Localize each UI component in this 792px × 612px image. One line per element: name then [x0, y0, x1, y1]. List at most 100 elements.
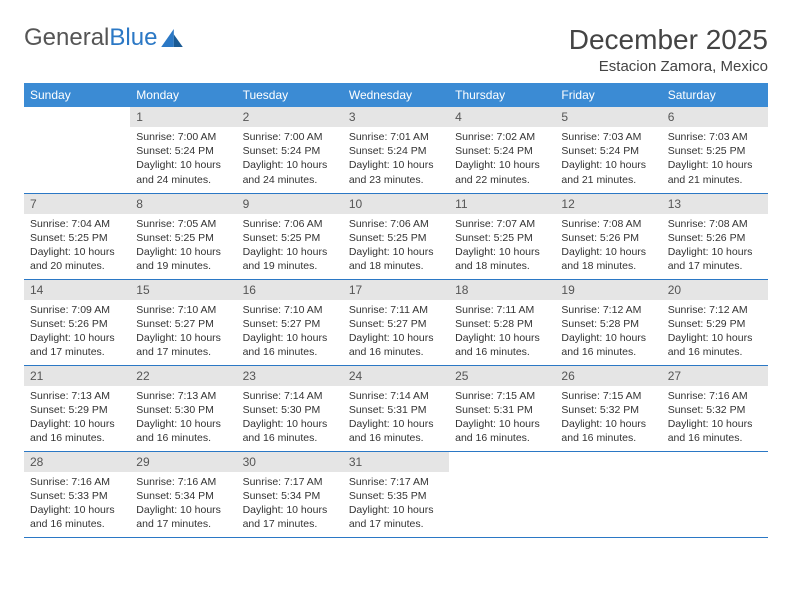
page-subtitle: Estacion Zamora, Mexico: [569, 58, 768, 75]
day-number: 10: [343, 194, 449, 214]
day-number: 27: [662, 366, 768, 386]
calendar-cell: 3Sunrise: 7:01 AMSunset: 5:24 PMDaylight…: [343, 107, 449, 193]
day-number: 19: [555, 280, 661, 300]
calendar-header-cell: Sunday: [24, 83, 130, 107]
calendar-cell: 22Sunrise: 7:13 AMSunset: 5:30 PMDayligh…: [130, 365, 236, 451]
calendar-cell: 7Sunrise: 7:04 AMSunset: 5:25 PMDaylight…: [24, 193, 130, 279]
calendar-header-cell: Friday: [555, 83, 661, 107]
calendar-cell: 23Sunrise: 7:14 AMSunset: 5:30 PMDayligh…: [237, 365, 343, 451]
page-title: December 2025: [569, 24, 768, 56]
calendar-cell: 18Sunrise: 7:11 AMSunset: 5:28 PMDayligh…: [449, 279, 555, 365]
calendar-cell: 8Sunrise: 7:05 AMSunset: 5:25 PMDaylight…: [130, 193, 236, 279]
day-details: Sunrise: 7:14 AMSunset: 5:30 PMDaylight:…: [237, 386, 343, 450]
calendar-header-cell: Saturday: [662, 83, 768, 107]
day-details: Sunrise: 7:04 AMSunset: 5:25 PMDaylight:…: [24, 214, 130, 278]
calendar-cell: 27Sunrise: 7:16 AMSunset: 5:32 PMDayligh…: [662, 365, 768, 451]
calendar-cell: 11Sunrise: 7:07 AMSunset: 5:25 PMDayligh…: [449, 193, 555, 279]
calendar-cell: 20Sunrise: 7:12 AMSunset: 5:29 PMDayligh…: [662, 279, 768, 365]
day-details: Sunrise: 7:16 AMSunset: 5:34 PMDaylight:…: [130, 472, 236, 536]
day-details: Sunrise: 7:03 AMSunset: 5:25 PMDaylight:…: [662, 127, 768, 191]
calendar-cell: 21Sunrise: 7:13 AMSunset: 5:29 PMDayligh…: [24, 365, 130, 451]
calendar-cell: 13Sunrise: 7:08 AMSunset: 5:26 PMDayligh…: [662, 193, 768, 279]
logo-word1: General: [24, 24, 109, 51]
day-details: Sunrise: 7:08 AMSunset: 5:26 PMDaylight:…: [662, 214, 768, 278]
day-details: Sunrise: 7:16 AMSunset: 5:32 PMDaylight:…: [662, 386, 768, 450]
calendar-cell: 5Sunrise: 7:03 AMSunset: 5:24 PMDaylight…: [555, 107, 661, 193]
day-details: Sunrise: 7:11 AMSunset: 5:27 PMDaylight:…: [343, 300, 449, 364]
calendar-header-row: SundayMondayTuesdayWednesdayThursdayFrid…: [24, 83, 768, 107]
day-number: 1: [130, 107, 236, 127]
day-details: Sunrise: 7:13 AMSunset: 5:30 PMDaylight:…: [130, 386, 236, 450]
day-number: 15: [130, 280, 236, 300]
calendar-cell: 0: [449, 451, 555, 537]
calendar-cell: 15Sunrise: 7:10 AMSunset: 5:27 PMDayligh…: [130, 279, 236, 365]
calendar-header-cell: Tuesday: [237, 83, 343, 107]
day-number: 5: [555, 107, 661, 127]
calendar-cell: 14Sunrise: 7:09 AMSunset: 5:26 PMDayligh…: [24, 279, 130, 365]
calendar-cell: 4Sunrise: 7:02 AMSunset: 5:24 PMDaylight…: [449, 107, 555, 193]
calendar-cell: 28Sunrise: 7:16 AMSunset: 5:33 PMDayligh…: [24, 451, 130, 537]
calendar-cell: 0: [555, 451, 661, 537]
logo-triangle-icon: [161, 29, 183, 47]
day-number: 7: [24, 194, 130, 214]
calendar-cell: 12Sunrise: 7:08 AMSunset: 5:26 PMDayligh…: [555, 193, 661, 279]
day-number: 20: [662, 280, 768, 300]
day-number: 11: [449, 194, 555, 214]
day-details: Sunrise: 7:01 AMSunset: 5:24 PMDaylight:…: [343, 127, 449, 191]
day-details: Sunrise: 7:14 AMSunset: 5:31 PMDaylight:…: [343, 386, 449, 450]
calendar-cell: 2Sunrise: 7:00 AMSunset: 5:24 PMDaylight…: [237, 107, 343, 193]
day-number: 6: [662, 107, 768, 127]
title-block: December 2025 Estacion Zamora, Mexico: [569, 24, 768, 75]
day-details: Sunrise: 7:12 AMSunset: 5:29 PMDaylight:…: [662, 300, 768, 364]
day-number: 29: [130, 452, 236, 472]
day-details: Sunrise: 7:03 AMSunset: 5:24 PMDaylight:…: [555, 127, 661, 191]
day-number: 2: [237, 107, 343, 127]
day-number: 24: [343, 366, 449, 386]
day-details: Sunrise: 7:00 AMSunset: 5:24 PMDaylight:…: [237, 127, 343, 191]
calendar-cell: 10Sunrise: 7:06 AMSunset: 5:25 PMDayligh…: [343, 193, 449, 279]
calendar-cell: 31Sunrise: 7:17 AMSunset: 5:35 PMDayligh…: [343, 451, 449, 537]
calendar-cell: 17Sunrise: 7:11 AMSunset: 5:27 PMDayligh…: [343, 279, 449, 365]
day-number: 18: [449, 280, 555, 300]
day-number: 23: [237, 366, 343, 386]
day-details: Sunrise: 7:12 AMSunset: 5:28 PMDaylight:…: [555, 300, 661, 364]
logo: GeneralBlue: [24, 24, 183, 52]
calendar-header-cell: Wednesday: [343, 83, 449, 107]
day-number: 9: [237, 194, 343, 214]
day-details: Sunrise: 7:13 AMSunset: 5:29 PMDaylight:…: [24, 386, 130, 450]
day-number: 4: [449, 107, 555, 127]
day-details: Sunrise: 7:15 AMSunset: 5:32 PMDaylight:…: [555, 386, 661, 450]
calendar-cell: 1Sunrise: 7:00 AMSunset: 5:24 PMDaylight…: [130, 107, 236, 193]
day-details: Sunrise: 7:00 AMSunset: 5:24 PMDaylight:…: [130, 127, 236, 191]
day-details: Sunrise: 7:11 AMSunset: 5:28 PMDaylight:…: [449, 300, 555, 364]
calendar-header-cell: Thursday: [449, 83, 555, 107]
calendar-body: 01Sunrise: 7:00 AMSunset: 5:24 PMDayligh…: [24, 107, 768, 537]
day-details: Sunrise: 7:15 AMSunset: 5:31 PMDaylight:…: [449, 386, 555, 450]
day-details: Sunrise: 7:06 AMSunset: 5:25 PMDaylight:…: [237, 214, 343, 278]
calendar-cell: 25Sunrise: 7:15 AMSunset: 5:31 PMDayligh…: [449, 365, 555, 451]
calendar-page: GeneralBlue December 2025 Estacion Zamor…: [0, 0, 792, 538]
day-details: Sunrise: 7:06 AMSunset: 5:25 PMDaylight:…: [343, 214, 449, 278]
day-details: Sunrise: 7:17 AMSunset: 5:35 PMDaylight:…: [343, 472, 449, 536]
calendar-table: SundayMondayTuesdayWednesdayThursdayFrid…: [24, 83, 768, 538]
calendar-cell: 26Sunrise: 7:15 AMSunset: 5:32 PMDayligh…: [555, 365, 661, 451]
day-number: 28: [24, 452, 130, 472]
calendar-week-row: 28Sunrise: 7:16 AMSunset: 5:33 PMDayligh…: [24, 451, 768, 537]
header: GeneralBlue December 2025 Estacion Zamor…: [24, 24, 768, 75]
logo-word2: Blue: [109, 24, 157, 51]
day-details: Sunrise: 7:09 AMSunset: 5:26 PMDaylight:…: [24, 300, 130, 364]
day-number: 22: [130, 366, 236, 386]
day-details: Sunrise: 7:07 AMSunset: 5:25 PMDaylight:…: [449, 214, 555, 278]
calendar-cell: 16Sunrise: 7:10 AMSunset: 5:27 PMDayligh…: [237, 279, 343, 365]
day-details: Sunrise: 7:10 AMSunset: 5:27 PMDaylight:…: [130, 300, 236, 364]
day-number: 14: [24, 280, 130, 300]
calendar-cell: 19Sunrise: 7:12 AMSunset: 5:28 PMDayligh…: [555, 279, 661, 365]
day-number: 8: [130, 194, 236, 214]
day-details: Sunrise: 7:05 AMSunset: 5:25 PMDaylight:…: [130, 214, 236, 278]
calendar-cell: 29Sunrise: 7:16 AMSunset: 5:34 PMDayligh…: [130, 451, 236, 537]
calendar-cell: 0: [662, 451, 768, 537]
calendar-cell: 6Sunrise: 7:03 AMSunset: 5:25 PMDaylight…: [662, 107, 768, 193]
day-number: 3: [343, 107, 449, 127]
calendar-cell: 0: [24, 107, 130, 193]
day-number: 17: [343, 280, 449, 300]
